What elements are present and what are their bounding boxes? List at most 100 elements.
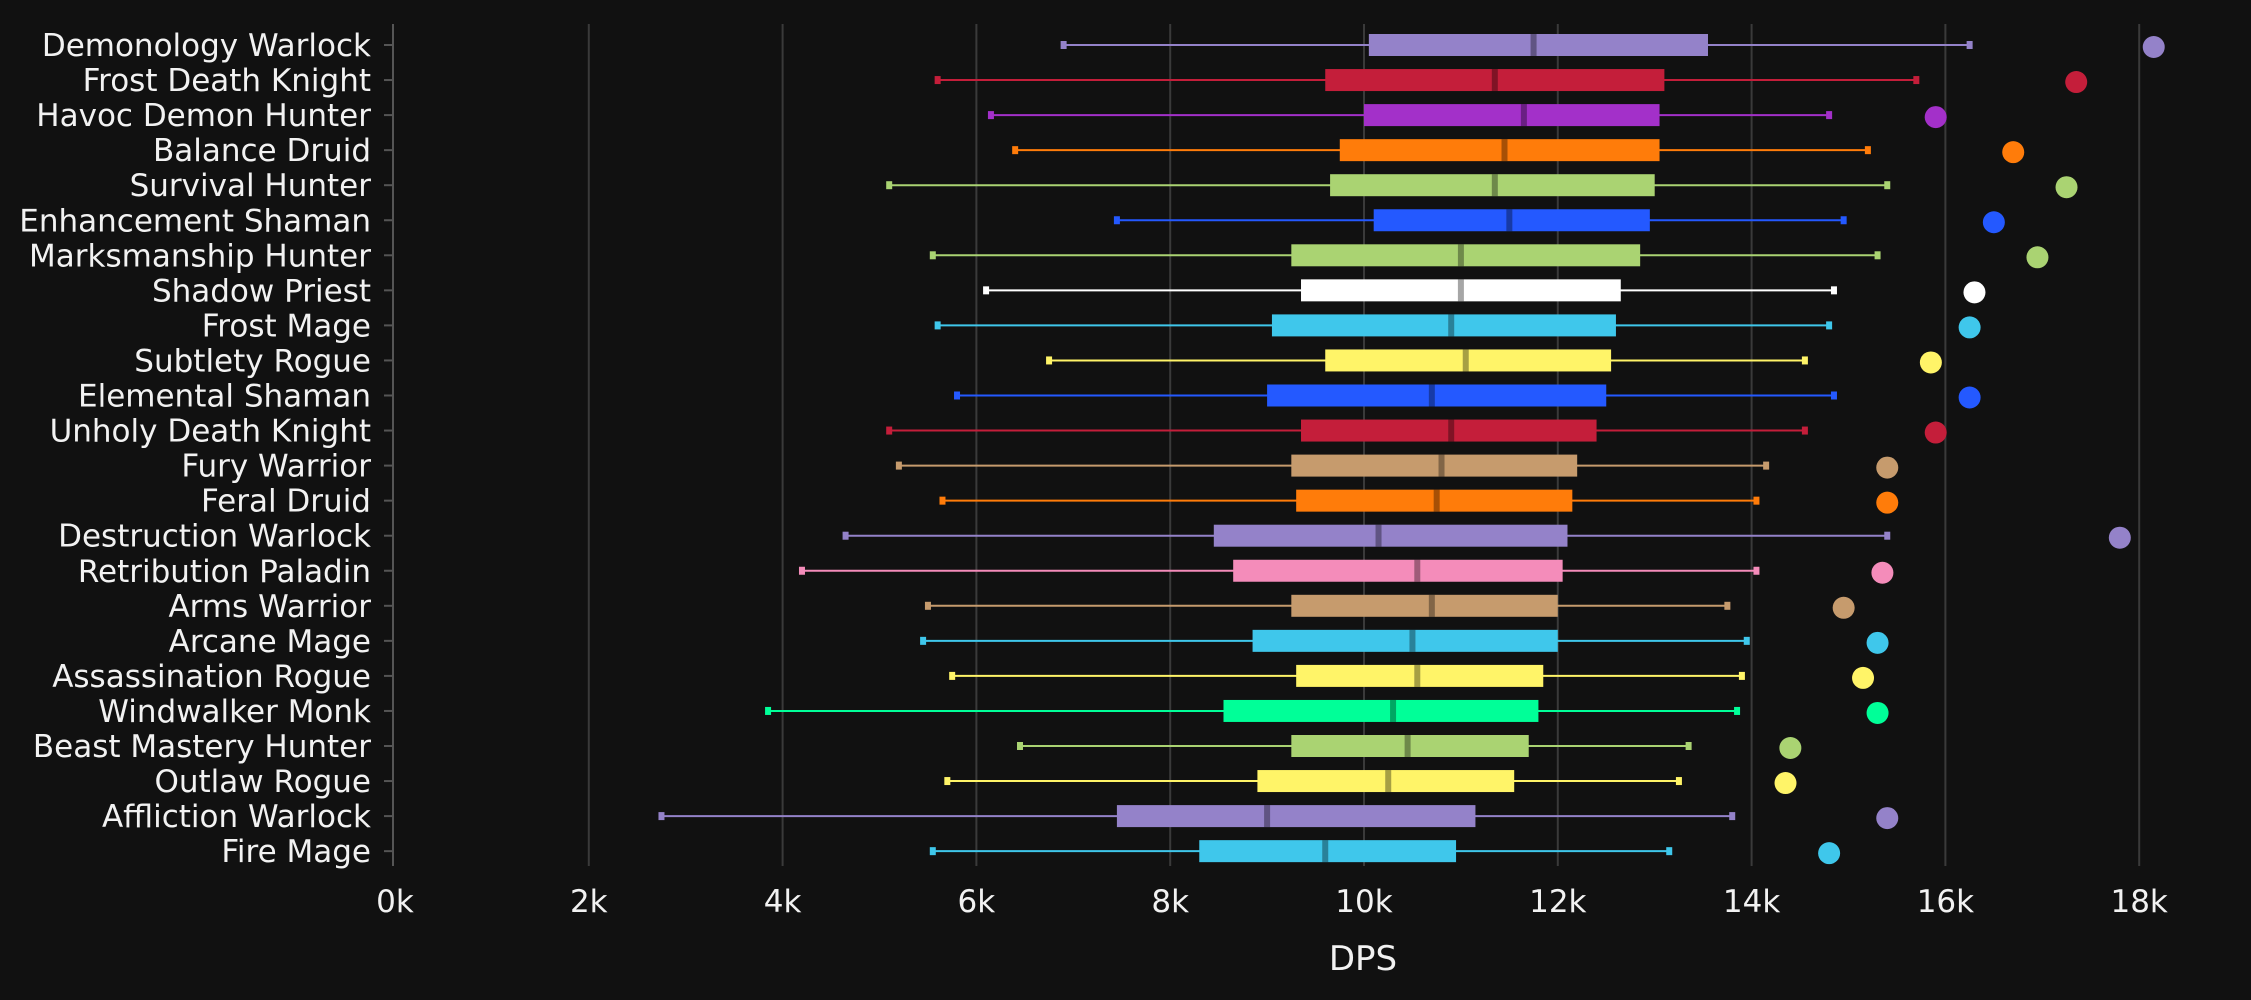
iqr-box xyxy=(1257,770,1515,793)
whisker-max-cap xyxy=(1753,496,1760,505)
boxplot-row xyxy=(886,419,1947,444)
category-label: Fire Mage xyxy=(221,834,371,870)
max-outlier-dot xyxy=(1871,561,1894,584)
max-outlier-dot xyxy=(2026,246,2049,269)
whisker-min-cap xyxy=(924,601,931,610)
max-outlier-dot xyxy=(2055,176,2078,199)
max-outlier-dot xyxy=(1876,491,1899,514)
axes xyxy=(384,24,394,866)
whisker-max-cap xyxy=(1874,251,1881,260)
median-marker xyxy=(1491,69,1498,92)
category-label: Beast Mastery Hunter xyxy=(33,729,371,765)
iqr-box xyxy=(1199,840,1457,863)
whisker-max-cap xyxy=(1830,391,1837,400)
max-outlier-dot xyxy=(1963,281,1986,304)
median-marker xyxy=(1409,629,1416,652)
median-marker xyxy=(1385,770,1392,793)
iqr-box xyxy=(1267,384,1607,407)
max-outlier-dot xyxy=(2108,526,2131,549)
iqr-box xyxy=(1296,664,1544,687)
whisker-max-cap xyxy=(1826,111,1833,120)
x-tick-label: 10k xyxy=(1335,884,1392,920)
median-marker xyxy=(1433,489,1440,512)
max-outlier-dot xyxy=(1876,807,1899,830)
whisker-min-cap xyxy=(920,636,927,645)
boxplot-row xyxy=(842,524,2131,549)
category-label: Balance Druid xyxy=(153,133,371,169)
whisker-min-cap xyxy=(944,777,951,786)
whisker-min-cap xyxy=(1012,146,1019,155)
x-tick-label: 18k xyxy=(2110,884,2167,920)
boxplot-row xyxy=(1046,349,1942,374)
median-marker xyxy=(1428,384,1435,407)
whisker-max-cap xyxy=(1966,41,1973,49)
max-outlier-dot xyxy=(2142,36,2165,58)
iqr-box xyxy=(1364,104,1660,127)
boxplot-row xyxy=(939,489,1899,514)
boxplot-row xyxy=(929,244,2049,269)
max-outlier-dot xyxy=(1832,596,1855,619)
iqr-box xyxy=(1233,559,1563,582)
x-tick-label: 8k xyxy=(1151,884,1189,920)
whisker-max-cap xyxy=(1826,321,1833,330)
whisker-max-cap xyxy=(1913,76,1920,85)
boxplot-row xyxy=(1113,209,2005,234)
whisker-max-cap xyxy=(1734,706,1741,715)
boxplot-row xyxy=(798,559,1894,584)
median-marker xyxy=(1438,454,1445,477)
boxplot-row xyxy=(886,174,2078,199)
whisker-min-cap xyxy=(934,321,941,330)
iqr-box xyxy=(1116,805,1476,828)
boxplot-row xyxy=(934,314,1981,339)
iqr-box xyxy=(1223,699,1539,722)
median-marker xyxy=(1462,349,1469,372)
category-label: Assassination Rogue xyxy=(52,659,371,695)
boxplot-row xyxy=(920,629,1889,654)
median-marker xyxy=(1414,664,1421,687)
boxplot-row xyxy=(929,840,1841,865)
max-outlier-dot xyxy=(1866,701,1889,724)
max-outlier-dot xyxy=(1919,351,1942,374)
category-label: Marksmanship Hunter xyxy=(29,238,371,274)
category-label: Outlaw Rogue xyxy=(154,764,371,800)
category-label: Shadow Priest xyxy=(152,273,371,309)
whisker-min-cap xyxy=(987,111,994,120)
whisker-min-cap xyxy=(658,812,665,821)
category-label: Retribution Paladin xyxy=(78,554,371,590)
median-marker xyxy=(1448,314,1455,337)
boxplot-row xyxy=(987,104,1947,129)
whisker-max-cap xyxy=(1884,181,1891,190)
max-outlier-dot xyxy=(1866,631,1889,654)
x-tick-label: 4k xyxy=(764,884,802,920)
iqr-box xyxy=(1296,489,1573,512)
max-outlier-dot xyxy=(1958,316,1981,339)
whisker-max-cap xyxy=(1743,636,1750,645)
category-label: Arcane Mage xyxy=(169,624,371,660)
iqr-box xyxy=(1301,279,1621,302)
category-label: Frost Mage xyxy=(202,308,371,344)
median-marker xyxy=(1375,524,1382,547)
x-tick-label: 0k xyxy=(376,884,414,920)
whisker-min-cap xyxy=(954,391,961,400)
x-tick-label: 14k xyxy=(1723,884,1780,920)
iqr-box xyxy=(1325,69,1665,92)
iqr-box xyxy=(1291,735,1529,757)
category-label: Survival Hunter xyxy=(130,168,372,204)
whisker-min-cap xyxy=(1060,41,1067,49)
iqr-box xyxy=(1325,349,1612,372)
whisker-min-cap xyxy=(842,531,849,540)
iqr-box xyxy=(1339,139,1660,162)
whisker-max-cap xyxy=(1675,777,1682,786)
median-marker xyxy=(1520,104,1527,127)
max-outlier-dot xyxy=(1982,211,2005,234)
whisker-min-cap xyxy=(1046,356,1053,365)
median-marker xyxy=(1414,559,1421,582)
category-label: Demonology Warlock xyxy=(42,28,371,64)
category-label: Unholy Death Knight xyxy=(50,414,371,450)
max-outlier-dot xyxy=(1958,386,1981,409)
max-outlier-dot xyxy=(1924,106,1947,129)
iqr-box xyxy=(1330,174,1655,197)
max-outlier-dot xyxy=(2002,141,2025,164)
median-marker xyxy=(1322,840,1329,863)
